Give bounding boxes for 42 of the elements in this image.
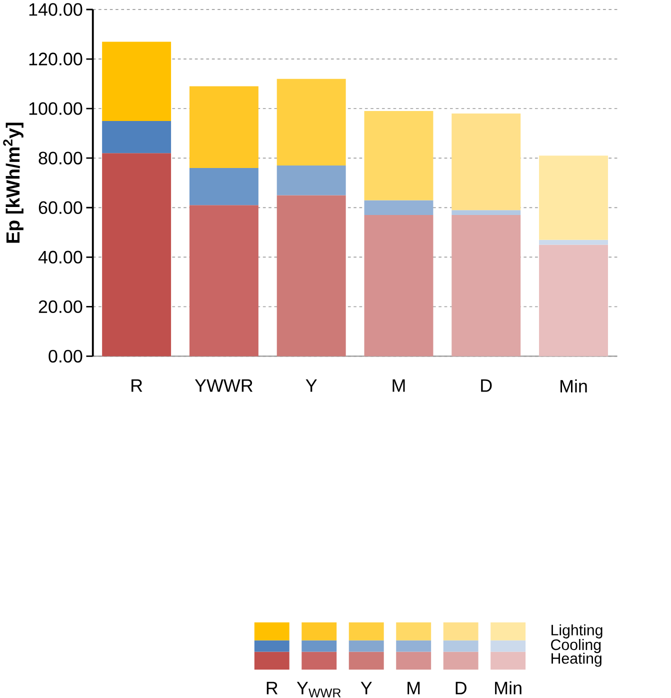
text: Y$_{WWR}$ — [296, 682, 341, 698]
bar — [276, 195, 346, 356]
legend-label: Heating — [552, 652, 602, 667]
y-axis-title: Ep [kWh/m$^{2}$y] — [3, 122, 24, 243]
x-tick-label: Min — [560, 379, 587, 392]
y-tick-label: 100.00 — [29, 102, 82, 115]
bar — [102, 153, 172, 356]
text: D — [456, 682, 466, 694]
text: M — [408, 682, 420, 694]
x-tick-label: D — [481, 379, 492, 392]
bar — [452, 210, 521, 216]
text: Y — [360, 682, 372, 694]
bar — [364, 111, 434, 200]
bar — [276, 166, 346, 196]
legend-label: Lighting — [552, 624, 602, 638]
bar — [189, 205, 258, 356]
y-tick-label: 140.00 — [29, 3, 82, 16]
bar — [102, 120, 172, 154]
x-tick-label: Y — [306, 379, 317, 392]
bar — [364, 215, 434, 356]
x-tick-label: YWWR — [194, 379, 253, 392]
bar — [539, 244, 608, 356]
y-tick-label: 80.00 — [38, 152, 82, 164]
x-tick-label: R — [132, 379, 142, 392]
legend-label: Cooling — [551, 638, 601, 654]
bar — [364, 200, 434, 216]
text: Min — [495, 681, 522, 694]
y-tick-label: 0.00 — [48, 350, 82, 363]
y-tick-label: 40.00 — [38, 250, 82, 264]
y-tick-label: 60.00 — [38, 201, 82, 214]
bar — [189, 168, 258, 206]
y-tick-label: 120.00 — [29, 52, 82, 66]
bar — [452, 215, 521, 356]
bar — [539, 240, 608, 245]
x-tick-label: M — [392, 379, 405, 392]
bar — [189, 86, 258, 168]
y-tick-label: 20.00 — [38, 300, 82, 314]
text: R — [266, 682, 278, 694]
bar — [539, 156, 608, 240]
bar — [452, 114, 521, 210]
bar — [276, 78, 346, 166]
bar — [102, 42, 172, 121]
